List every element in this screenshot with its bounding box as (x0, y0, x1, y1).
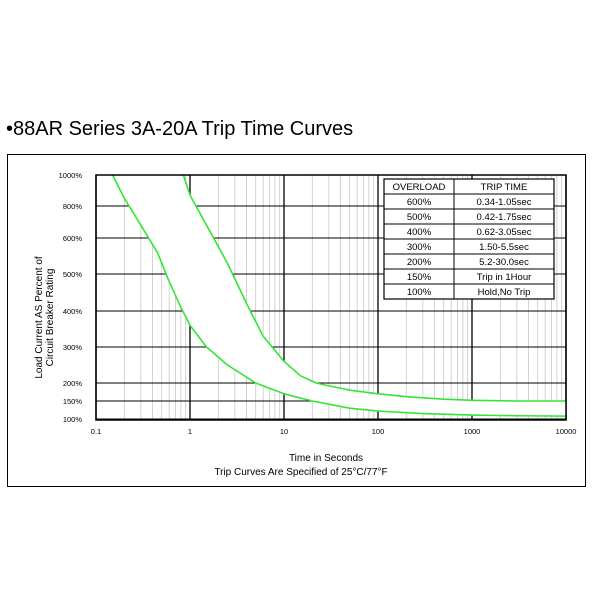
table-cell-overload: 100% (407, 287, 432, 298)
table-cell-overload: 300% (407, 242, 432, 253)
y-axis-label-line-2: Circuit Breaker Rating (45, 269, 56, 367)
x-tick-labels: 0.1 1 10 100 1000 10000 (91, 427, 577, 436)
y-axis-label: Load Current AS Percent of Circuit Break… (34, 256, 56, 379)
trip-curve-chart: 100% 150% 200% 300% 400% 500% 600% 800% 1000% 0.… (34, 171, 577, 478)
x-tick-label: 10000 (556, 427, 577, 436)
overload-table: OVERLOAD TRIP TIME 600% 0.34-1.05sec 500% 0.4… (383, 178, 555, 300)
y-tick-label: 100% (63, 415, 83, 424)
y-axis-label-line-1: Load Current AS Percent of (34, 256, 45, 379)
chart-frame: 100% 150% 200% 300% 400% 500% 600% 800% 1000% 0.… (7, 154, 586, 487)
table-cell-trip-time: Hold,No Trip (478, 287, 531, 298)
table-cell-trip-time: 1.50-5.5sec (479, 242, 529, 253)
table-header-trip-time: TRIP TIME (481, 182, 528, 193)
trip-band (112, 175, 566, 417)
y-tick-labels: 100% 150% 200% 300% 400% 500% 600% 800% 1000% (59, 171, 83, 424)
table-cell-overload: 600% (407, 197, 432, 208)
x-axis-label: Time in Seconds (289, 453, 363, 464)
chart-title: •88AR Series 3A-20A Trip Time Curves (6, 118, 354, 140)
table-cell-trip-time: 0.42-1.75sec (477, 212, 532, 223)
x-tick-label: 0.1 (91, 427, 101, 436)
table-cell-overload: 150% (407, 272, 432, 283)
trip-curves (111, 174, 567, 417)
y-tick-label: 200% (63, 379, 83, 388)
y-tick-label: 800% (63, 202, 83, 211)
lower-trip-curve (111, 174, 567, 417)
x-tick-label: 100 (372, 427, 385, 436)
y-tick-label: 600% (63, 234, 83, 243)
y-tick-label: 1000% (59, 171, 83, 180)
y-tick-label: 500% (63, 270, 83, 279)
plot-border (95, 174, 567, 421)
table-cell-overload: 400% (407, 227, 432, 238)
x-tick-label: 10 (280, 427, 288, 436)
y-tick-label: 400% (63, 307, 83, 316)
table-cell-trip-time: 0.62-3.05sec (477, 227, 532, 238)
y-tick-label: 300% (63, 343, 83, 352)
table-cell-overload: 500% (407, 212, 432, 223)
table-cell-trip-time: Trip in 1Hour (477, 272, 532, 283)
table-cell-trip-time: 0.34-1.05sec (477, 197, 532, 208)
upper-trip-curve (182, 174, 566, 402)
table-cell-overload: 200% (407, 257, 432, 268)
band-fill (112, 175, 566, 417)
temperature-note: Trip Curves Are Specified of 25°C/77°F (214, 467, 387, 478)
y-tick-label: 150% (63, 397, 83, 406)
table-header-overload: OVERLOAD (393, 182, 446, 193)
x-tick-label: 1000 (464, 427, 481, 436)
table-cell-trip-time: 5.2-30.0sec (479, 257, 529, 268)
x-tick-label: 1 (188, 427, 192, 436)
